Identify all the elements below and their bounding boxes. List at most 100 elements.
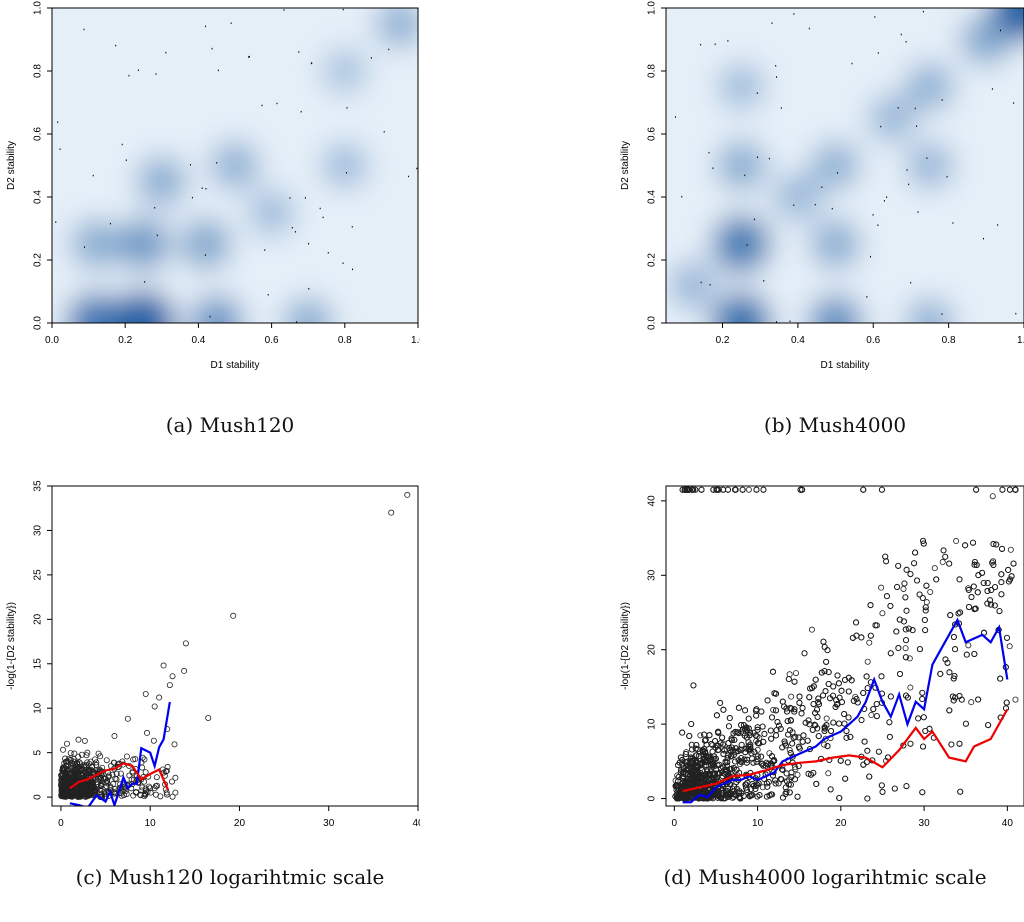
- data-point: [693, 752, 700, 759]
- data-point: [902, 594, 909, 601]
- data-point: [690, 758, 697, 765]
- data-point: [102, 779, 109, 786]
- data-point: [209, 315, 211, 318]
- data-point: [787, 704, 794, 711]
- data-point: [737, 795, 744, 802]
- data-point: [799, 738, 806, 745]
- data-point: [799, 705, 806, 712]
- data-point: [1012, 696, 1019, 703]
- data-point: [998, 571, 1005, 578]
- data-point: [248, 55, 250, 58]
- data-point: [133, 789, 140, 796]
- data-point: [146, 783, 153, 790]
- data-point: [957, 609, 964, 616]
- x-tick-label: 0: [672, 818, 678, 829]
- y-tick-label: 15: [33, 658, 44, 670]
- data-point: [917, 211, 919, 213]
- data-point: [822, 688, 829, 695]
- data-point: [682, 758, 689, 765]
- data-point: [191, 196, 193, 199]
- data-point: [719, 789, 726, 796]
- data-point: [744, 174, 746, 177]
- data-point: [679, 729, 686, 736]
- data-point: [781, 738, 788, 745]
- data-point: [814, 706, 821, 713]
- data-point: [767, 727, 774, 734]
- data-point: [971, 650, 978, 657]
- data-point: [139, 784, 146, 791]
- data-point: [907, 740, 914, 747]
- data-point: [912, 549, 919, 556]
- data-point: [962, 720, 969, 727]
- data-point: [787, 749, 794, 756]
- data-point: [753, 712, 760, 719]
- data-point: [946, 707, 953, 714]
- data-point: [946, 175, 948, 178]
- data-point: [887, 650, 894, 657]
- data-point: [84, 749, 91, 756]
- points-layer: [58, 491, 411, 806]
- data-point: [724, 486, 731, 493]
- x-tick-label: 0.4: [791, 335, 805, 346]
- data-point: [879, 610, 886, 617]
- data-point: [370, 57, 372, 59]
- y-tick-label: 0.2: [33, 253, 44, 267]
- y-tick-label: 25: [33, 569, 44, 581]
- data-point: [783, 708, 790, 715]
- data-point: [815, 733, 822, 740]
- data-point: [991, 602, 998, 609]
- data-point: [992, 584, 999, 591]
- data-point: [122, 787, 129, 794]
- data-point: [211, 47, 213, 50]
- data-point: [1015, 312, 1017, 315]
- data-point: [168, 778, 175, 785]
- series-line-1: [682, 708, 1009, 793]
- x-tick-label: 0.0: [45, 335, 59, 346]
- data-point: [825, 770, 832, 777]
- y-tick-label: 40: [647, 495, 658, 507]
- data-point: [867, 632, 874, 639]
- y-tick-label: 0: [647, 795, 658, 801]
- data-point: [746, 244, 748, 246]
- data-point: [883, 558, 890, 565]
- density-peak: [210, 140, 260, 191]
- data-point: [1007, 546, 1014, 553]
- data-point: [979, 569, 986, 576]
- data-point: [907, 684, 914, 691]
- data-point: [204, 254, 206, 256]
- data-point: [854, 699, 861, 706]
- data-point: [342, 8, 344, 11]
- data-point: [950, 634, 957, 641]
- data-point: [812, 676, 819, 683]
- data-point: [893, 628, 900, 635]
- data-point: [716, 761, 723, 768]
- data-point: [903, 607, 910, 614]
- data-point: [688, 746, 695, 753]
- plot-frame: [665, 7, 1024, 324]
- x-axis-label: D1 stability: [821, 360, 870, 371]
- data-point: [759, 723, 766, 730]
- data-point: [65, 774, 72, 781]
- data-point: [878, 782, 885, 789]
- data-point: [788, 705, 795, 712]
- data-point: [873, 713, 880, 720]
- data-point: [786, 747, 793, 754]
- data-point: [793, 13, 795, 15]
- data-point: [699, 747, 706, 754]
- data-point: [150, 737, 157, 744]
- data-point: [710, 486, 717, 493]
- data-point: [999, 545, 1006, 552]
- data-point: [745, 725, 752, 732]
- data-point: [679, 757, 686, 764]
- data-point: [768, 735, 775, 742]
- data-point: [723, 768, 730, 775]
- data-point: [926, 157, 928, 159]
- data-point: [73, 788, 80, 795]
- data-point: [921, 617, 928, 624]
- caption-a: (a) Mush120: [165, 413, 295, 437]
- data-point: [999, 486, 1006, 493]
- data-point: [745, 715, 752, 722]
- data-point: [863, 673, 870, 680]
- data-point: [860, 761, 867, 768]
